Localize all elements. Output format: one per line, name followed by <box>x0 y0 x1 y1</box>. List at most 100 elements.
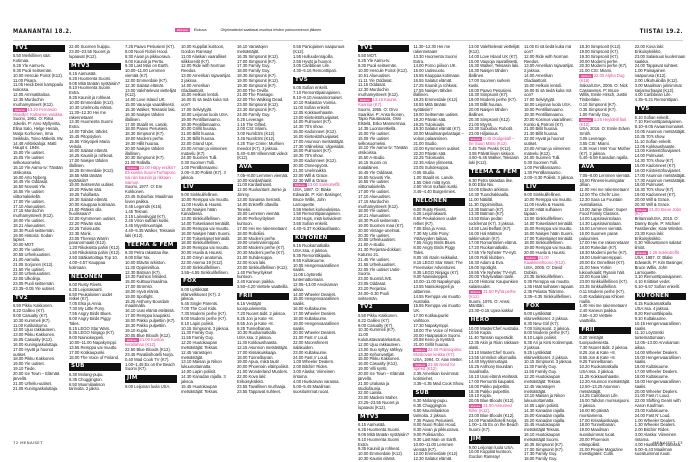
film-badge: Elokuva <box>579 117 593 122</box>
program-listing: 8.55 Jon ja Kate +8. <box>237 320 274 326</box>
program-listing: 18.00 Yle uutiset. <box>13 218 45 224</box>
program-listing: 6.50 Peukaloisen uudet retket (K7). <box>69 291 113 302</box>
program-listing: 16.50 Novosti Yle. <box>13 184 47 190</box>
program-listing: 20.00 Yhdysvaltain tasle. <box>468 274 515 280</box>
program-listing: 17.00 Staalit vs. Lande. <box>125 121 168 127</box>
program-listing: 23.45 Paratiisihotelli Norja. <box>125 351 174 357</box>
program-listing: 17.00 Hei me rakennetaan! <box>237 225 287 231</box>
program-listing: 12.00 The Chefs' Line. <box>579 192 621 198</box>
program-listing: 18.30 Simpsonit (K7). <box>237 73 277 79</box>
program-listing: 19.00 Hengenvaarallinen saalis. <box>634 378 681 389</box>
program-listing: 8.05 Viti ritarin seikkailut. <box>413 255 459 260</box>
program-listing: 6.25 Yle Aamu-tv. <box>13 63 46 69</box>
program-listing: 21.05 Sorjonen (K12). <box>13 261 54 267</box>
program-listing: 22.00 Kova laki: Erikoisyksikkö. <box>237 373 267 384</box>
program-listing: 10.00 Kardashianit. <box>237 177 273 183</box>
program-listing: 18.00 Pikku Kakkonen. <box>13 356 56 362</box>
program-listing: 12.00 Häät sulhasen tapaan. <box>523 206 562 217</box>
program-listing: 10.00 Elävän arkiston. <box>125 259 166 265</box>
program-listing: 9.00 Leijonan luola USA. <box>125 383 171 389</box>
program-listing: 24.00 Paratiisihotelli Norja. <box>468 417 518 423</box>
program-listing: 2.00 Ulkohuiloilla (K12). <box>634 77 679 83</box>
program-listing: 15.00 Remppa vai muutto. <box>181 225 230 231</box>
channel-heading: FOX <box>523 302 576 310</box>
program-listing: 17.30 Asunnon metsästäjät. <box>634 177 686 183</box>
program-listing: 10.00–11.00 Napakymppi. <box>413 279 462 285</box>
program-listing: 12.05 Kokkaushaaste. <box>293 109 334 115</box>
program-listing: 8.35 Ari ja Kirsi Kotirempat. 2 jaksoa. <box>523 340 574 350</box>
program-listing: 15.55 Yökyöpeli Maria Veitola. <box>69 138 110 149</box>
program-listing: 13.00 Kiinteistöhuvijaiset. <box>634 148 681 154</box>
channel-heading: KUTONEN <box>634 292 686 301</box>
program-listing: 17.30 Family Guy. <box>237 63 271 69</box>
channel-heading: JIM <box>468 436 520 444</box>
program-listing: 12.30 Batman (K7). <box>125 269 161 275</box>
program-listing: 19.30 Salatut elämät. <box>69 196 108 202</box>
program-listing: 14.00 Wheeler Dealers. <box>634 349 678 355</box>
program-listing: 9.00 Casualty (K7). <box>358 322 394 328</box>
program-listing: 6.25 Huomenta Suomi. <box>69 75 112 81</box>
program-listing: 1.35 Häät sulhasen tapaan. <box>523 284 575 290</box>
program-listing: 12.00 Ruokaritarit Jamie ja Jimmy. <box>237 187 286 198</box>
film-badge: Elokuva <box>468 289 483 294</box>
program-listing: 14.00 Toisenlaiset teinäidit. <box>523 221 574 227</box>
program-listing: 21.00 Urheilu-uutiset. <box>13 380 53 386</box>
program-listing: 20.30 Yle uutiset. <box>358 232 390 238</box>
program-listing: 23.35 Sinkkulifellinen. <box>523 274 564 280</box>
program-listing: 16.15 Suomi on mataläinen. <box>358 159 387 170</box>
program-listing: 23.55 Tavallinen murhaaja. <box>237 383 287 389</box>
program-listing: 18.00 Rolli klubben. <box>468 255 505 260</box>
program-listing: 10.30 Kummeli (K7). <box>13 317 51 323</box>
program-listing: 23.05 Oddasat. <box>358 281 387 287</box>
program-listing: 10.30 Tuondrakkaalla. <box>468 192 510 198</box>
program-listing: 23.00 Arman ja viimeinen matvelu (K7). <box>181 145 228 156</box>
program-listing: 14.00 Amerikan Gladiaattorit. <box>523 73 553 83</box>
program-listing: 17.00 Suomen surkein kuski. <box>468 77 510 88</box>
program-listing: 0.40 Mad Cook TV (K7). <box>125 356 170 362</box>
program-listing: 9.25 Tunnelbanan. <box>579 359 614 365</box>
program-listing: 10.15 Hengenvaarallinen saalis. <box>634 320 681 331</box>
program-listing: 19.25 Tuloisuutis. <box>413 121 446 127</box>
program-listing: 21.50 Yle uutiset. <box>13 266 45 272</box>
program-listing: 12.20 Asunnon metsästäjät. <box>579 378 631 384</box>
program-listing: 15.55 Remppa vai muutto UK. <box>413 303 461 314</box>
program-listing: 18.30 Adam & Eva. <box>468 259 505 265</box>
film-badge: Elokuva <box>358 98 372 102</box>
program-listing: 2.00 Bitchin' Rides. <box>634 427 670 433</box>
program-listing: 9.30 Last Man on Earth. <box>125 63 169 69</box>
program-listing: 14.00 Pomo piiloon UK. <box>413 63 457 69</box>
program-listing: 11.15 Oddasat. <box>358 82 386 88</box>
program-listing: 24.00 Suomen Tulli. <box>523 155 561 161</box>
program-listing: 20.05 Blue Bloods (K12). <box>468 398 515 404</box>
program-listing: 19.30 Salatut elämät (K7). <box>413 126 462 132</box>
program-listing: 0.10 Simpsonit (K7). <box>579 102 617 108</box>
program-listing: 18.00 Pulmuset. <box>634 182 665 188</box>
program-listing: 9.05 Mitä tänään syötäisiin? <box>69 80 121 86</box>
program-listing: 15.25 Anthony Bourdain maailmalla. <box>468 364 513 375</box>
program-listing: 16.00 Naisjen hään Suomi. <box>523 230 574 236</box>
program-listing: 14.00 Wheeler Dealers. <box>293 291 337 297</box>
program-listing: 18.25 Emmerdale (K12). <box>69 167 114 173</box>
program-listing: 14.00 Love Island UK (K7). <box>468 53 519 59</box>
program-listing: 18.00 Family Guy. <box>237 68 271 74</box>
program-listing: 6.35 Chuggington. <box>69 376 103 382</box>
program-listing: 17.25 Kauniit ja rohkeat. <box>413 82 458 88</box>
program-listing: 19.00 Seitsemän uutiset. <box>413 111 459 117</box>
program-listing: 9.00 Leijonan luola USA. <box>468 444 514 450</box>
program-listing: 16.00 Kiinteistöhuvijaiset. <box>634 167 681 173</box>
program-listing: USA, 1994. O: Alan Metter. <box>413 356 463 362</box>
program-listing: 3.05 Caribbean Life. <box>293 63 331 69</box>
channel-heading: JIM <box>125 375 177 383</box>
program-listing: 15.55 Kauppaa kotimaan. <box>413 73 461 79</box>
program-listing: 13.30 Huomenta Suomi Extra. <box>413 53 457 64</box>
page-number-left: 72 MENAISET <box>13 440 43 445</box>
program-listing: 24.00–0.30 Puoli seitsemän. <box>358 290 389 301</box>
program-listing: 11.30 Family Guy. <box>523 364 557 370</box>
listings-monday: TV1 5.50 Merkillinen sää: Kotimaa. 6.25 Yl… <box>13 44 345 394</box>
program-listing: 19.55 Yle Nyheter TV-nytt. <box>468 269 517 275</box>
program-listing: 16.25 Kauniit ja rohkeat. <box>69 153 114 159</box>
program-listing: Suomi, 1955. O: Orvo Saarikivi. P: Ansa … <box>358 106 407 127</box>
program-listing: 20.00 Maailmanpelastajat – voiton palaam… <box>413 131 464 142</box>
program-listing: 3.45 Numb3rs (K12). <box>237 136 276 142</box>
program-listing: 16.00 Arto Nyberg. <box>13 174 48 180</box>
